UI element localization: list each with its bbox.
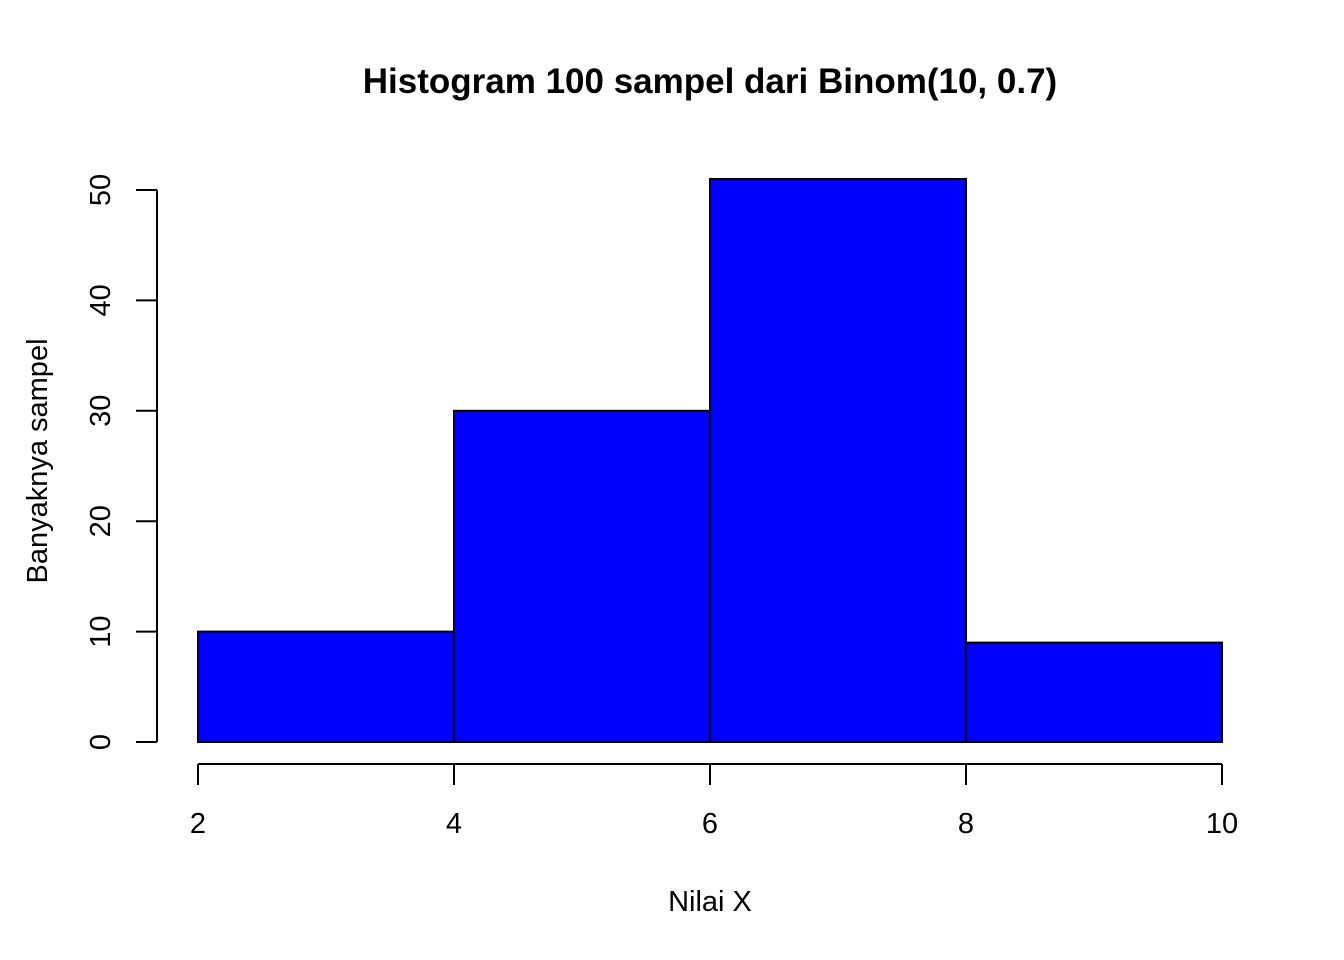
y-axis-label: Banyaknya sampel	[22, 338, 54, 583]
x-tick-label: 2	[190, 808, 206, 840]
histogram-bar-8-10	[965, 641, 1223, 744]
y-tick-label: 50	[85, 174, 117, 206]
x-axis: 2 4 6 8 10	[190, 763, 1238, 840]
chart-title: Histogram 100 sampel dari Binom(10, 0.7)	[363, 62, 1057, 101]
histogram-bar-2-4	[197, 630, 455, 743]
x-tick-label: 10	[1206, 808, 1238, 840]
y-axis: 0 10 20 30 40 50	[85, 174, 158, 750]
bars-group	[197, 177, 1223, 744]
y-tick-label: 10	[85, 615, 117, 647]
x-tick-label: 8	[958, 808, 974, 840]
y-tick-label: 0	[85, 734, 117, 750]
y-tick-label: 40	[85, 284, 117, 316]
x-axis-label: Nilai X	[668, 886, 752, 918]
y-tick-label: 20	[85, 505, 117, 537]
x-tick-label: 4	[446, 808, 462, 840]
x-tick-label: 6	[702, 808, 718, 840]
y-tick-label: 30	[85, 395, 117, 427]
histogram-bar-6-8	[709, 177, 967, 743]
histogram-bar-4-6	[453, 409, 711, 743]
